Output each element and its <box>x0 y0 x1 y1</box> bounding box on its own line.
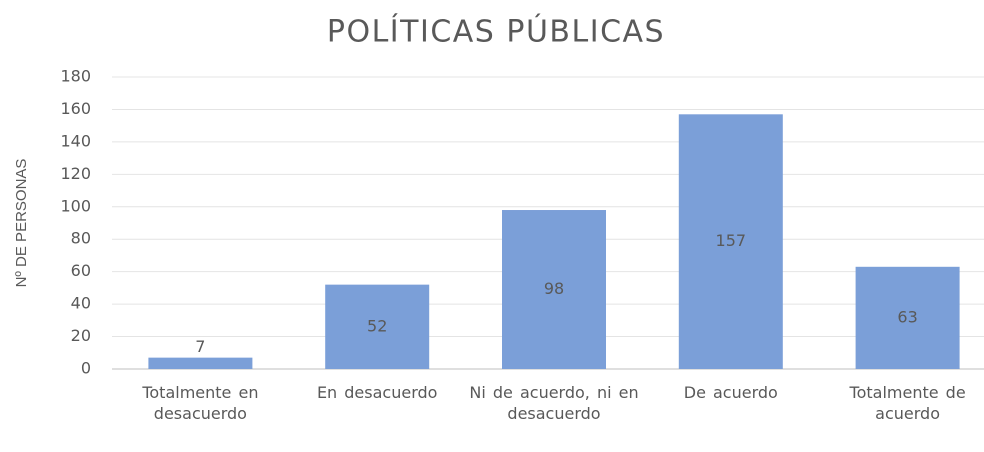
data-label: 98 <box>544 279 564 298</box>
x-tick-label: En desacuerdo <box>316 383 438 402</box>
bar <box>325 284 430 369</box>
bar <box>855 266 960 369</box>
x-tick-label: Ni de acuerdo, ni en desacuerdo <box>469 383 639 423</box>
y-tick-label: 40 <box>71 294 91 313</box>
y-tick-label: 20 <box>71 326 91 345</box>
x-tick-label-box: En desacuerdo <box>316 383 438 402</box>
x-tick-label-box: Totalmente en desacuerdo <box>142 383 259 423</box>
data-label: 63 <box>897 307 917 326</box>
y-tick-label: 0 <box>81 359 91 378</box>
x-tick-label-box: Ni de acuerdo, ni en desacuerdo <box>469 383 639 423</box>
y-tick-label: 100 <box>60 196 91 215</box>
y-tick-label: 120 <box>60 164 91 183</box>
x-tick-label: De acuerdo <box>683 383 778 402</box>
data-label: 157 <box>716 231 747 250</box>
bar <box>148 357 253 369</box>
data-label: 7 <box>195 337 205 356</box>
y-tick-label: 140 <box>60 131 91 150</box>
y-tick-label: 180 <box>60 67 91 86</box>
y-axis-title: Nº DE PERSONAS <box>13 159 30 288</box>
y-tick-label: 80 <box>71 229 91 248</box>
bar <box>678 114 783 369</box>
x-tick-label: Totalmente en desacuerdo <box>142 383 259 423</box>
chart-title: POLÍTICAS PÚBLICAS <box>327 13 665 50</box>
y-tick-label: 160 <box>60 99 91 118</box>
y-tick-label: 60 <box>71 261 91 280</box>
x-tick-label: Totalmente de acuerdo <box>849 383 966 423</box>
x-tick-label-box: Totalmente de acuerdo <box>849 383 966 423</box>
data-label: 52 <box>367 316 387 335</box>
x-tick-label-box: De acuerdo <box>683 383 778 402</box>
bar <box>502 210 606 369</box>
